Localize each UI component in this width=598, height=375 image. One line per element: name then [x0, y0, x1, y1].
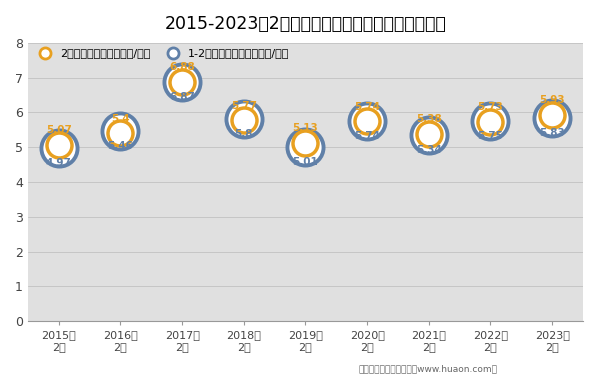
Text: 5.74: 5.74: [354, 102, 380, 112]
Bar: [213, 43, 274, 321]
Text: 6.88: 6.88: [169, 62, 195, 72]
Title: 2015-2023年2月郑州商品交易所白糖期货成交均价: 2015-2023年2月郑州商品交易所白糖期货成交均价: [164, 15, 446, 33]
Bar: [90, 43, 151, 321]
Text: 5.75: 5.75: [478, 131, 504, 141]
Text: 4.97: 4.97: [46, 158, 72, 168]
Bar: [521, 43, 583, 321]
Text: 5.38: 5.38: [416, 114, 442, 124]
Text: 5.74: 5.74: [354, 131, 380, 141]
Bar: [460, 43, 521, 321]
Text: 5.34: 5.34: [416, 145, 442, 155]
Bar: [336, 43, 398, 321]
Legend: 2月期货成交均价（万元/手）, 1-2月期货成交均价（万元/手）: 2月期货成交均价（万元/手）, 1-2月期货成交均价（万元/手）: [33, 48, 289, 58]
Bar: [274, 43, 336, 321]
Text: 5.46: 5.46: [108, 141, 133, 151]
Bar: [398, 43, 460, 321]
Text: 5.93: 5.93: [539, 95, 565, 105]
Bar: [28, 43, 90, 321]
Text: 6.87: 6.87: [169, 92, 195, 102]
Text: 5.07: 5.07: [46, 125, 72, 135]
Text: 制图：华经产业研究院（www.huaon.com）: 制图：华经产业研究院（www.huaon.com）: [359, 364, 498, 373]
Text: 5.4: 5.4: [111, 114, 130, 123]
Text: 5.01: 5.01: [292, 157, 318, 166]
Text: 5.8: 5.8: [234, 129, 253, 139]
Text: 5.83: 5.83: [539, 128, 565, 138]
Bar: [151, 43, 213, 321]
Text: 5.77: 5.77: [231, 101, 257, 111]
Text: 5.13: 5.13: [292, 123, 318, 133]
Text: 5.73: 5.73: [478, 102, 504, 112]
